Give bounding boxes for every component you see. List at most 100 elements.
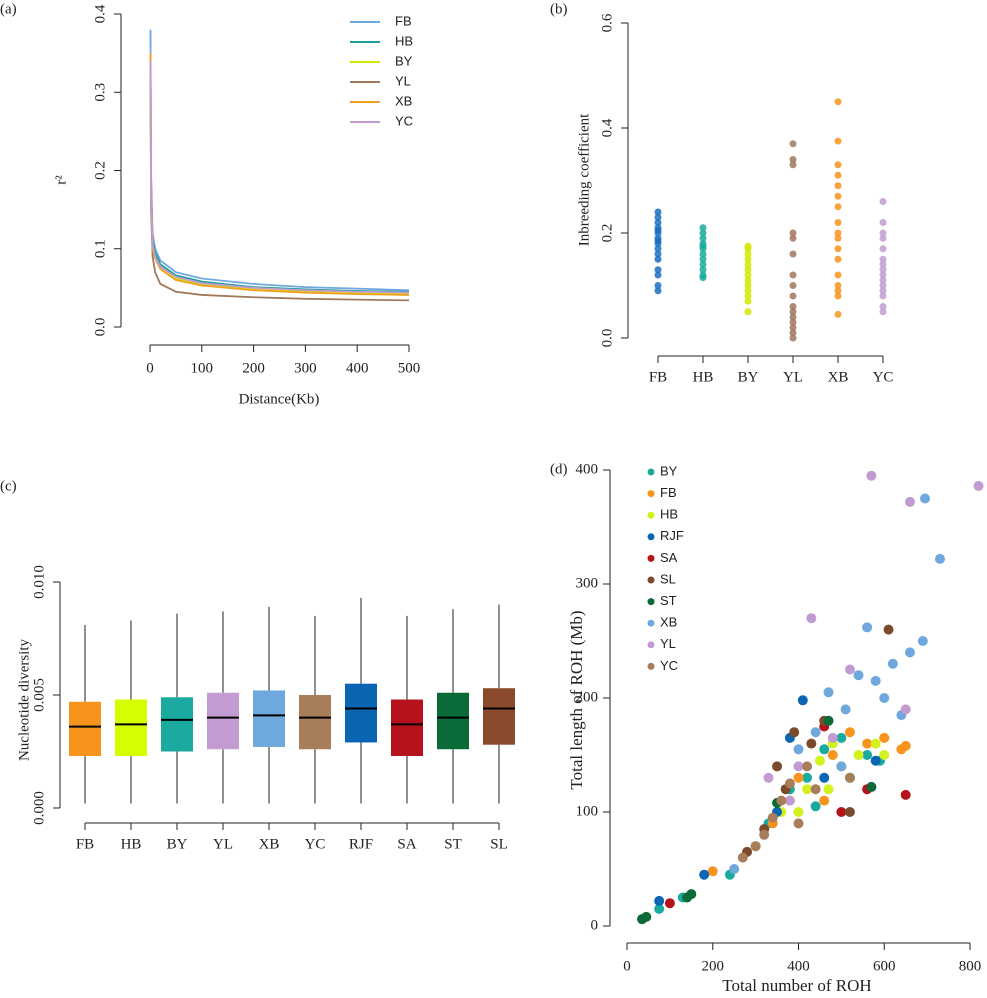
point [744,292,752,300]
point [699,234,707,242]
point [793,807,804,817]
point [879,229,887,237]
point [844,664,855,675]
point [917,636,928,646]
x-tick-label: YL [783,369,803,385]
point [883,624,894,635]
line [149,29,410,292]
x-tick-label: 0 [623,958,631,974]
box [483,688,515,745]
point [834,255,842,263]
point [793,818,804,829]
legend-label: YL [660,636,676,651]
y-tick-label: 0.3 [92,83,108,102]
point [654,250,662,258]
x-tick-label: YC [873,369,894,385]
point [793,744,804,755]
point [789,727,800,738]
x-tick-label: HB [121,836,142,852]
point [789,329,797,337]
point [844,772,855,783]
line [149,60,410,293]
point [862,750,873,760]
box [115,699,147,757]
point [834,137,842,145]
point [699,250,707,258]
box [161,697,193,752]
x-axis-label: Distance(Kb) [239,391,320,407]
point [834,192,842,200]
x-tick-label: 800 [959,958,982,974]
point [729,864,740,874]
point [793,772,804,783]
point [789,271,797,279]
point [879,245,887,253]
point [853,670,864,681]
point [654,224,662,232]
point [900,789,911,800]
box [437,692,469,750]
point [827,750,838,760]
point [654,903,665,914]
point [664,898,675,909]
point [793,761,804,772]
point [789,318,797,326]
point [834,234,842,242]
point [814,755,825,766]
line [149,60,410,294]
point [737,852,748,863]
point [853,750,864,760]
point [870,738,881,749]
x-tick-label: YL [213,836,233,852]
point [789,140,797,148]
x-tick-label: SL [490,836,508,852]
point [789,303,797,310]
legend-label: BY [660,463,678,478]
y-tick-label: 100 [576,803,599,819]
point [904,647,915,658]
point [654,255,662,263]
line [149,60,410,302]
line [149,60,410,296]
y-tick-label: 0.0 [599,329,615,348]
legend-swatch [647,554,655,562]
point [836,761,847,772]
box [207,692,239,750]
legend-label: ST [660,593,677,608]
point [819,744,830,755]
y-axis-label: Total length of ROH (Mb) [567,610,586,789]
point [789,234,797,242]
x-tick-label: BY [738,369,759,385]
point [879,303,887,310]
point [834,287,842,295]
x-tick-label: XB [259,836,280,852]
y-tick-label: 200 [576,689,599,705]
point [844,807,855,817]
line [149,53,410,296]
legend-label: XB [660,615,677,630]
legend-swatch [647,533,655,541]
y-tick-label: 0.010 [31,565,47,599]
point [776,795,787,806]
point [834,310,842,318]
point [879,287,887,295]
point [840,704,851,715]
point [707,866,718,877]
point [744,266,752,274]
point [789,282,797,289]
point [836,807,847,817]
point [834,292,842,300]
legend-label: HB [660,507,678,522]
point [866,470,877,481]
point [699,261,707,268]
x-tick-label: 0 [146,360,154,376]
point [789,229,797,237]
point [744,276,752,284]
legend-label: YC [395,113,413,128]
point [686,889,697,900]
legend-swatch [647,598,655,606]
point [654,234,662,242]
point [887,658,898,669]
point [834,229,842,237]
point [879,276,887,284]
